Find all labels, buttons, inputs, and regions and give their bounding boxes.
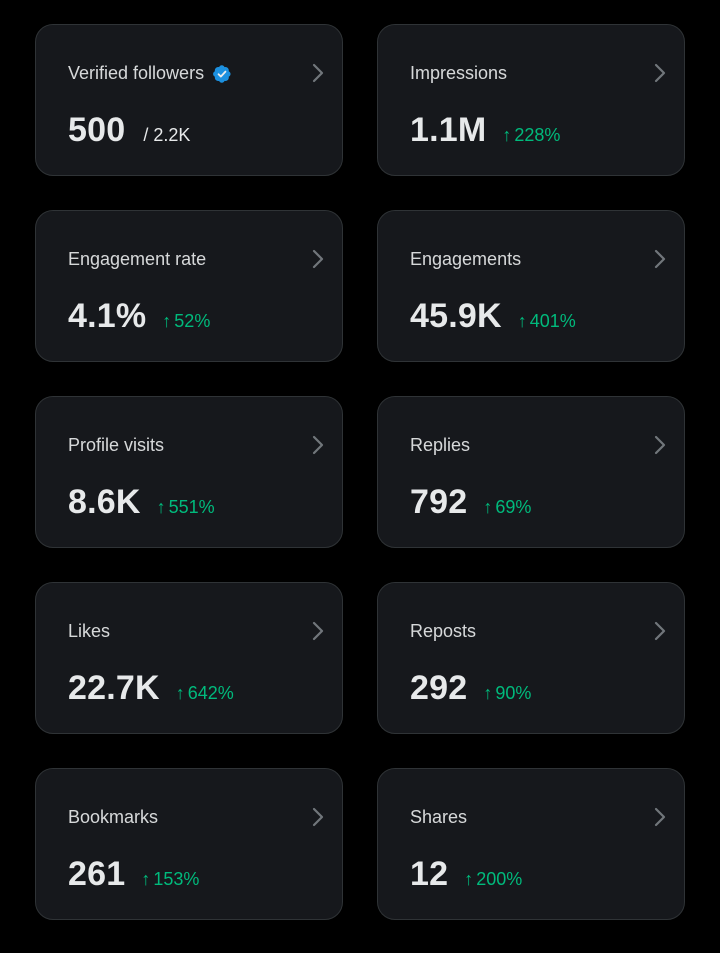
value-row: 8.6K ↑ 551% (68, 483, 215, 522)
shares-card[interactable]: Shares 12 ↑ 200% (377, 768, 685, 920)
change-percent: 69% (495, 497, 532, 517)
value-row: 1.1M ↑ 228% (410, 111, 560, 150)
chevron-right-icon (654, 621, 666, 641)
reposts-card[interactable]: Reposts 292 ↑ 90% (377, 582, 685, 734)
card-label-row: Bookmarks (68, 807, 158, 828)
profile-visits-card[interactable]: Profile visits 8.6K ↑ 551% (35, 396, 343, 548)
card-label: Impressions (410, 63, 508, 83)
card-value: 45.9K (410, 297, 502, 335)
card-label: Replies (410, 435, 471, 455)
card-label-row: Reposts (410, 621, 476, 642)
value-row: 500 / 2.2K (68, 111, 190, 150)
change-percent: 642% (187, 683, 234, 703)
arrow-up-icon: ↑ (464, 869, 474, 889)
card-label: Engagement rate (68, 249, 207, 269)
value-row: 45.9K ↑ 401% (410, 297, 576, 336)
arrow-up-icon: ↑ (483, 683, 493, 703)
card-value: 261 (68, 855, 126, 893)
change-indicator: ↑ 69% (483, 497, 531, 518)
card-label-row: Shares (410, 807, 467, 828)
replies-card[interactable]: Replies 792 ↑ 69% (377, 396, 685, 548)
chevron-right-icon (654, 249, 666, 269)
change-percent: 551% (168, 497, 215, 517)
change-percent: 200% (476, 869, 523, 889)
arrow-up-icon: ↑ (156, 497, 166, 517)
arrow-up-icon: ↑ (175, 683, 185, 703)
card-value: 1.1M (410, 111, 487, 149)
chevron-right-icon (312, 621, 324, 641)
arrow-up-icon: ↑ (162, 311, 172, 331)
bookmarks-card[interactable]: Bookmarks 261 ↑ 153% (35, 768, 343, 920)
change-percent: 228% (514, 125, 561, 145)
chevron-right-icon (312, 807, 324, 827)
change-percent: 52% (174, 311, 211, 331)
chevron-right-icon (312, 63, 324, 83)
card-label: Likes (68, 621, 111, 641)
chevron-right-icon (654, 435, 666, 455)
value-row: 792 ↑ 69% (410, 483, 531, 522)
change-indicator: ↑ 52% (162, 311, 210, 332)
card-label: Shares (410, 807, 468, 827)
change-indicator: ↑ 200% (464, 869, 522, 890)
card-value: 8.6K (68, 483, 141, 521)
value-row: 22.7K ↑ 642% (68, 669, 234, 708)
change-percent: 401% (529, 311, 576, 331)
chevron-right-icon (312, 249, 324, 269)
change-indicator: ↑ 90% (483, 683, 531, 704)
card-label: Verified followers (68, 63, 205, 83)
card-value: 4.1% (68, 297, 147, 335)
card-value: 792 (410, 483, 468, 521)
change-indicator: ↑ 401% (518, 311, 576, 332)
value-row: 12 ↑ 200% (410, 855, 522, 894)
card-label-row: Likes (68, 621, 110, 642)
change-percent: 153% (153, 869, 200, 889)
card-label-row: Replies (410, 435, 470, 456)
engagements-card[interactable]: Engagements 45.9K ↑ 401% (377, 210, 685, 362)
card-label-row: Impressions (410, 63, 507, 84)
change-indicator: ↑ 642% (176, 683, 234, 704)
verified-badge-icon (213, 64, 231, 83)
verified-followers-card[interactable]: Verified followers 500 / 2.2K (35, 24, 343, 176)
chevron-right-icon (654, 63, 666, 83)
card-value: 22.7K (68, 669, 160, 707)
chevron-right-icon (654, 807, 666, 827)
change-indicator: ↑ 153% (141, 869, 199, 890)
card-label-row: Profile visits (68, 435, 164, 456)
value-row: 4.1% ↑ 52% (68, 297, 210, 336)
card-total: / 2.2K (143, 125, 191, 145)
arrow-up-icon: ↑ (141, 869, 151, 889)
card-value: 12 (410, 855, 449, 893)
card-label: Engagements (410, 249, 522, 269)
change-indicator: ↑ 551% (157, 497, 215, 518)
arrow-up-icon: ↑ (483, 497, 493, 517)
change-percent: 90% (495, 683, 532, 703)
card-label-row: Engagements (410, 249, 521, 270)
value-row: 261 ↑ 153% (68, 855, 199, 894)
card-value: 500 (68, 111, 126, 149)
card-label: Bookmarks (68, 807, 159, 827)
engagement-rate-card[interactable]: Engagement rate 4.1% ↑ 52% (35, 210, 343, 362)
card-label-row: Verified followers (68, 63, 232, 84)
card-label: Profile visits (68, 435, 165, 455)
impressions-card[interactable]: Impressions 1.1M ↑ 228% (377, 24, 685, 176)
change-indicator: ↑ 228% (502, 125, 560, 146)
chevron-right-icon (312, 435, 324, 455)
card-value: 292 (410, 669, 468, 707)
card-label-row: Engagement rate (68, 249, 206, 270)
likes-card[interactable]: Likes 22.7K ↑ 642% (35, 582, 343, 734)
arrow-up-icon: ↑ (517, 311, 527, 331)
arrow-up-icon: ↑ (502, 125, 512, 145)
card-label: Reposts (410, 621, 477, 641)
value-row: 292 ↑ 90% (410, 669, 531, 708)
